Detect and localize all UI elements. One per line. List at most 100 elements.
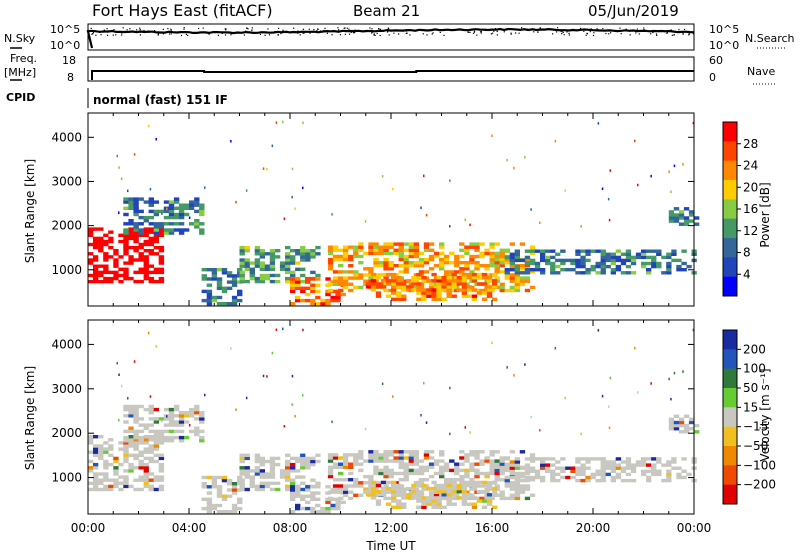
power-cell (264, 273, 271, 278)
nsearch-dot (643, 27, 645, 29)
power-cell (449, 179, 451, 182)
velocity-cell (226, 510, 233, 514)
nsearch-dot (629, 34, 631, 36)
velocity-cell (363, 459, 369, 463)
nsearch-dot (91, 33, 93, 35)
velocity-cell (570, 466, 576, 470)
nsearch-dot (338, 29, 340, 31)
power-cell (231, 283, 238, 287)
velocity-cell (123, 407, 129, 412)
nsearch-dot (316, 30, 318, 32)
power-cell (469, 223, 471, 227)
velocity-cell (456, 483, 462, 488)
velocity-cell (428, 462, 435, 466)
power-cell (93, 239, 99, 244)
power-cell (204, 186, 206, 189)
velocity-cell (529, 459, 536, 463)
nave-tick-high: 60 (709, 54, 723, 67)
velocity-cell (290, 485, 296, 489)
nsearch-dot (282, 29, 284, 31)
nsearch-dot (207, 32, 209, 34)
velocity-cell (343, 487, 349, 491)
power-cell (373, 264, 379, 268)
power-cell (459, 248, 465, 252)
power-cell (201, 289, 207, 294)
power-cell (295, 252, 301, 256)
power-cell (673, 216, 680, 220)
power-cell (686, 264, 692, 269)
power-cell (411, 276, 417, 280)
power-cell (671, 258, 677, 263)
power-cell (471, 272, 478, 277)
velocity-cell (494, 471, 500, 476)
velocity-cell (201, 497, 207, 501)
velocity-cell (454, 478, 460, 482)
velocity-cell (534, 475, 541, 480)
nsearch-dot (655, 33, 658, 35)
velocity-cell (88, 450, 94, 454)
power-cell (133, 233, 139, 237)
velocity-cell (545, 469, 551, 473)
velocity-cell (509, 475, 515, 480)
velocity-cell (133, 417, 139, 421)
velocity-cell (98, 453, 104, 457)
power-cell (580, 261, 586, 266)
power-cell (605, 264, 611, 269)
nsearch-dot (148, 31, 150, 33)
velocity-cell (133, 438, 139, 442)
power-cell (194, 219, 200, 223)
power-cell (391, 276, 397, 280)
velocity-cell (620, 466, 627, 470)
velocity-cell (153, 453, 159, 457)
power-cell (163, 215, 170, 220)
velocity-cell (383, 471, 389, 476)
power-cell (474, 242, 480, 246)
velocity-cell (464, 459, 470, 463)
nsearch-dot (493, 30, 495, 32)
power-cell (668, 219, 675, 223)
power-cell (123, 231, 129, 235)
velocity-cell (123, 414, 129, 418)
velocity-cell (368, 484, 374, 488)
power-cell (449, 225, 451, 228)
velocity-cell (118, 462, 124, 467)
velocity-cell (128, 426, 134, 430)
power-cell (469, 261, 475, 265)
velocity-cell (560, 466, 566, 470)
velocity-cell (416, 496, 422, 500)
power-cell (123, 252, 129, 256)
power-cell (398, 279, 404, 283)
power-cell (479, 251, 485, 256)
power-cell (436, 276, 442, 280)
power-cell (158, 222, 165, 226)
velocity-cell (476, 490, 483, 494)
nsearch-dot (510, 32, 512, 34)
velocity-cell (123, 439, 129, 443)
power-cell (454, 261, 460, 265)
velocity-cell (514, 496, 521, 501)
nsearch-dot (526, 29, 528, 31)
power-cell (332, 270, 339, 274)
velocity-cell (494, 462, 500, 466)
velocity-cell (166, 415, 168, 418)
velocity-cell (446, 502, 452, 506)
nsearch-dot (247, 28, 249, 30)
power-cell (464, 267, 470, 271)
power-cell (310, 255, 316, 259)
velocity-cell (408, 459, 415, 463)
power-cell (237, 298, 243, 303)
power-cell (290, 258, 296, 262)
velocity-cell (683, 423, 690, 428)
velocity-cell (646, 475, 652, 480)
power-cell (486, 279, 493, 283)
power-cell (656, 252, 662, 256)
power-cell (259, 279, 265, 284)
power-cell (683, 219, 690, 223)
velocity-cell (428, 450, 435, 454)
power-cell (368, 270, 374, 274)
nsearch-dot (217, 34, 219, 36)
velocity-cell (391, 490, 397, 494)
velocity-cell (681, 475, 687, 480)
power-cell (509, 258, 515, 263)
velocity-cell (492, 480, 498, 485)
